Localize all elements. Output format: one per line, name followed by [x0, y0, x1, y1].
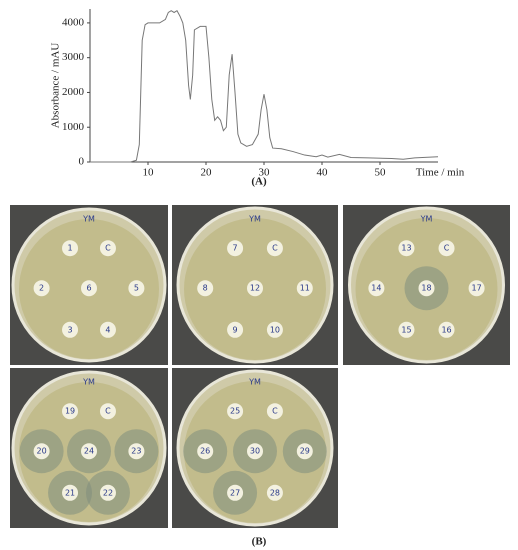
- disk-label: 13: [401, 244, 411, 253]
- disk: [33, 280, 50, 297]
- disk-label: 29: [300, 447, 310, 456]
- disk-label: 11: [300, 284, 310, 293]
- disk: [99, 484, 116, 501]
- disk-label: 4: [105, 325, 110, 334]
- disk: [296, 280, 313, 297]
- disk-label: 14: [371, 284, 381, 293]
- disk-label: C: [105, 407, 111, 416]
- disk: [62, 240, 79, 257]
- plate-photo: YM 1 C 2 6 5 3 4: [10, 205, 168, 365]
- plate-header: YM: [248, 378, 261, 387]
- disk: [398, 240, 415, 257]
- plate-header: YM: [82, 378, 95, 387]
- disk: [99, 240, 116, 257]
- y-tick-label: 2000: [62, 86, 85, 98]
- disk-label: 24: [84, 447, 94, 456]
- disk: [197, 280, 214, 297]
- disk: [266, 240, 283, 257]
- disk: [438, 321, 455, 338]
- plate-photo: YM 25 C 26 30 29 27 28: [172, 368, 338, 528]
- y-tick-label: 0: [79, 156, 85, 168]
- disk: [227, 240, 244, 257]
- disk: [62, 484, 79, 501]
- disk: [247, 280, 263, 297]
- disk-label: 3: [67, 325, 72, 334]
- disk: [398, 321, 415, 338]
- disk: [62, 321, 79, 338]
- disk-label: 7: [233, 244, 238, 253]
- disk: [266, 321, 283, 338]
- disk-label: 16: [441, 325, 451, 334]
- disk: [128, 280, 145, 297]
- disk: [418, 280, 435, 297]
- disk-label: 22: [103, 488, 113, 497]
- disk-label: 8: [203, 284, 208, 293]
- disk: [438, 240, 455, 257]
- x-tick-label: 30: [259, 167, 271, 179]
- disk-label: C: [105, 244, 111, 253]
- disk: [266, 484, 283, 501]
- x-tick-label: 20: [201, 167, 213, 179]
- panel-label: (A): [251, 176, 267, 188]
- disk-label: 19: [65, 407, 75, 416]
- disk-label: 25: [230, 407, 240, 416]
- disk: [227, 403, 244, 420]
- disk: [197, 443, 214, 460]
- disk-label: 20: [37, 447, 47, 456]
- x-tick-label: 50: [375, 167, 387, 179]
- disk: [368, 280, 385, 297]
- disk: [81, 280, 97, 297]
- plate-photo: YM 13 C 14 18 17 15 16: [343, 205, 510, 365]
- disk: [128, 443, 145, 460]
- disk: [62, 403, 79, 420]
- plate-photo: YM 19 C 20 24 23 21 22: [10, 368, 168, 528]
- disk: [81, 443, 97, 460]
- disk-label: 27: [230, 488, 240, 497]
- disk-label: 1: [67, 244, 72, 253]
- disk-label: C: [444, 244, 450, 253]
- disk-label: 10: [270, 325, 280, 334]
- disk-label: 18: [421, 284, 431, 293]
- disk-label: 15: [401, 325, 411, 334]
- plate-photo: YM 7 C 8 12 11 9 10: [172, 205, 338, 365]
- disk-label: 23: [131, 447, 141, 456]
- disk-label: 2: [39, 284, 44, 293]
- x-tick-label: 40: [317, 167, 329, 179]
- disk-label: 28: [270, 488, 280, 497]
- disk: [266, 403, 283, 420]
- disk: [33, 443, 50, 460]
- data-line: [90, 10, 439, 163]
- disk-label: 6: [86, 284, 91, 293]
- disk-label: 5: [134, 284, 139, 293]
- disk: [99, 403, 116, 420]
- x-tick-label: 10: [143, 167, 155, 179]
- disk-label: 21: [65, 488, 75, 497]
- plate-header: YM: [248, 215, 261, 224]
- y-tick-label: 4000: [62, 16, 85, 28]
- disk: [296, 443, 313, 460]
- x-axis-label: Time / min: [416, 167, 465, 179]
- plate-header: YM: [420, 215, 433, 224]
- panel-label: (B): [252, 536, 267, 548]
- disk: [227, 321, 244, 338]
- y-tick-label: 1000: [62, 121, 85, 133]
- disk: [227, 484, 244, 501]
- disk-label: 17: [472, 284, 482, 293]
- disk: [468, 280, 485, 297]
- disk-label: 30: [250, 447, 260, 456]
- disk-label: 26: [200, 447, 210, 456]
- y-tick-label: 3000: [62, 51, 85, 63]
- y-axis-label: Absorbance / mAU: [50, 43, 62, 129]
- disk-label: 9: [233, 325, 238, 334]
- disk: [99, 321, 116, 338]
- disk-label: C: [272, 407, 278, 416]
- disk: [247, 443, 263, 460]
- disk-label: 12: [250, 284, 260, 293]
- plate-header: YM: [82, 215, 95, 224]
- disk-label: C: [272, 244, 278, 253]
